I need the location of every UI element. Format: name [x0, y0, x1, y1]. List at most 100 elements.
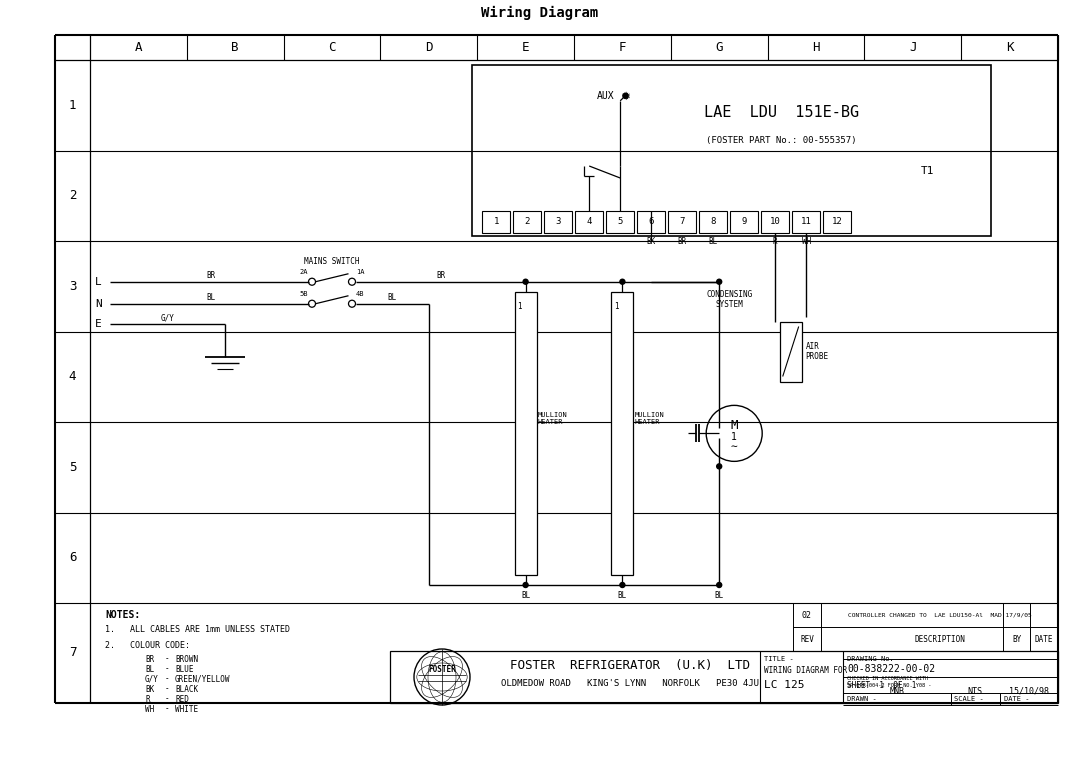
Text: WHITE: WHITE — [175, 704, 198, 713]
Bar — [544, 211, 572, 233]
Text: 7: 7 — [679, 217, 685, 227]
Text: BL: BL — [145, 665, 154, 674]
Text: B: B — [231, 41, 239, 54]
Text: AUX: AUX — [596, 91, 615, 101]
Bar — [761, 211, 789, 233]
Text: 1: 1 — [615, 302, 619, 311]
Text: M: M — [730, 419, 738, 432]
Text: NTS: NTS — [968, 687, 983, 696]
Text: BK: BK — [145, 684, 154, 694]
Text: REV: REV — [800, 635, 814, 643]
Text: BLACK: BLACK — [175, 684, 198, 694]
Text: N: N — [95, 299, 102, 309]
Text: SP-QPR-004-2 FORM NO. Y08 -: SP-QPR-004-2 FORM NO. Y08 - — [847, 682, 931, 687]
Text: T1: T1 — [921, 166, 934, 175]
Bar — [669, 211, 697, 233]
Text: 00-838222-00-02: 00-838222-00-02 — [847, 664, 935, 674]
Text: FOSTER  REFRIGERATOR  (U.K)  LTD: FOSTER REFRIGERATOR (U.K) LTD — [510, 659, 750, 672]
Text: 5B: 5B — [300, 291, 308, 297]
Circle shape — [717, 582, 721, 588]
Text: WIRING DIAGRAM FOR: WIRING DIAGRAM FOR — [764, 666, 847, 675]
Text: D: D — [426, 41, 433, 54]
Text: -: - — [165, 704, 170, 713]
Bar — [793, 603, 1058, 651]
Text: BR: BR — [145, 655, 154, 664]
Text: 5: 5 — [69, 461, 77, 474]
Text: SHEET  1  OF  1: SHEET 1 OF 1 — [847, 681, 916, 690]
Text: 8: 8 — [711, 217, 716, 227]
Text: Wiring Diagram: Wiring Diagram — [482, 6, 598, 20]
Text: NOTES:: NOTES: — [105, 610, 140, 620]
Text: LC 125: LC 125 — [764, 680, 805, 690]
Text: MULLION
HEATER: MULLION HEATER — [538, 412, 567, 425]
Text: BLUE: BLUE — [175, 665, 193, 674]
Text: G: G — [715, 41, 723, 54]
Text: MNB: MNB — [889, 687, 904, 696]
Text: C: C — [328, 41, 336, 54]
Text: 1A: 1A — [355, 269, 364, 275]
Text: MULLION
HEATER: MULLION HEATER — [634, 412, 664, 425]
Text: 1.   ALL CABLES ARE 1mm UNLESS STATED: 1. ALL CABLES ARE 1mm UNLESS STATED — [105, 624, 291, 633]
Text: BY: BY — [1012, 635, 1022, 643]
Circle shape — [623, 93, 627, 98]
Text: G/Y: G/Y — [145, 674, 159, 684]
Text: ∼: ∼ — [731, 443, 738, 452]
Text: 3: 3 — [555, 217, 561, 227]
Text: E: E — [95, 319, 102, 329]
Text: 1: 1 — [494, 217, 499, 227]
Text: 4B: 4B — [355, 291, 364, 297]
Text: 4: 4 — [586, 217, 592, 227]
Text: BL: BL — [708, 237, 718, 246]
Text: BL: BL — [715, 591, 724, 600]
Bar — [513, 211, 541, 233]
Text: DATE: DATE — [1035, 635, 1053, 643]
Text: 3: 3 — [69, 280, 77, 293]
Bar — [390, 651, 1058, 703]
Text: 02: 02 — [802, 610, 812, 620]
Text: J: J — [909, 41, 917, 54]
Text: GREEN/YELLOW: GREEN/YELLOW — [175, 674, 230, 684]
Text: DRAWING No. -: DRAWING No. - — [847, 656, 902, 662]
Text: FOSTER: FOSTER — [428, 665, 456, 674]
Text: TITLE -: TITLE - — [764, 656, 794, 662]
Text: BL: BL — [521, 591, 530, 600]
Text: 4: 4 — [69, 370, 77, 383]
Text: DRAWN -: DRAWN - — [847, 696, 877, 702]
Text: BR: BR — [436, 271, 445, 280]
Text: BK: BK — [647, 237, 656, 246]
Text: MAINS SWITCH: MAINS SWITCH — [305, 257, 360, 266]
Text: BL: BL — [206, 293, 216, 302]
Text: -: - — [165, 665, 170, 674]
Text: 15/10/98: 15/10/98 — [1009, 687, 1049, 696]
Text: BR: BR — [677, 237, 687, 246]
Text: CHECKED IN ACCORDANCE WITH: CHECKED IN ACCORDANCE WITH — [847, 675, 928, 681]
Circle shape — [620, 279, 625, 285]
Text: -: - — [165, 684, 170, 694]
Text: K: K — [1005, 41, 1013, 54]
Circle shape — [523, 279, 528, 285]
Text: 7: 7 — [69, 646, 77, 659]
Text: WH: WH — [145, 704, 154, 713]
Bar — [699, 211, 727, 233]
Text: OLDMEDOW ROAD   KING'S LYNN   NORFOLK   PE30 4JU: OLDMEDOW ROAD KING'S LYNN NORFOLK PE30 4… — [501, 679, 759, 687]
Bar — [730, 211, 758, 233]
Bar — [823, 211, 851, 233]
Text: 1: 1 — [731, 433, 738, 443]
Text: 1: 1 — [69, 98, 77, 111]
Bar — [472, 65, 991, 236]
Text: 10: 10 — [770, 217, 781, 227]
Text: 6: 6 — [648, 217, 653, 227]
Bar — [780, 321, 801, 382]
Bar — [637, 211, 665, 233]
Bar — [606, 211, 634, 233]
Text: DESCRIPTION: DESCRIPTION — [915, 635, 966, 643]
Text: (FOSTER PART No.: 00-555357): (FOSTER PART No.: 00-555357) — [706, 136, 856, 145]
Text: CONDENSING
SYSTEM: CONDENSING SYSTEM — [706, 290, 753, 310]
Text: A: A — [135, 41, 143, 54]
Text: BROWN: BROWN — [175, 655, 198, 664]
Bar — [576, 211, 604, 233]
Bar — [514, 291, 537, 575]
Text: R: R — [773, 237, 778, 246]
Text: L: L — [95, 277, 102, 287]
Text: 2: 2 — [525, 217, 530, 227]
